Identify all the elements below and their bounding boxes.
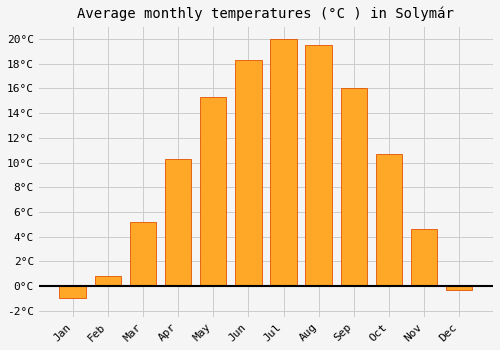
Bar <box>130 222 156 286</box>
Bar <box>235 60 262 286</box>
Bar <box>411 229 438 286</box>
Bar <box>340 89 367 286</box>
Bar <box>306 45 332 286</box>
Bar <box>165 159 191 286</box>
Bar <box>270 39 296 286</box>
Title: Average monthly temperatures (°C ) in Solymár: Average monthly temperatures (°C ) in So… <box>78 7 454 21</box>
Bar <box>200 97 226 286</box>
Bar <box>376 154 402 286</box>
Bar <box>94 276 121 286</box>
Bar <box>446 286 472 290</box>
Bar <box>60 286 86 298</box>
